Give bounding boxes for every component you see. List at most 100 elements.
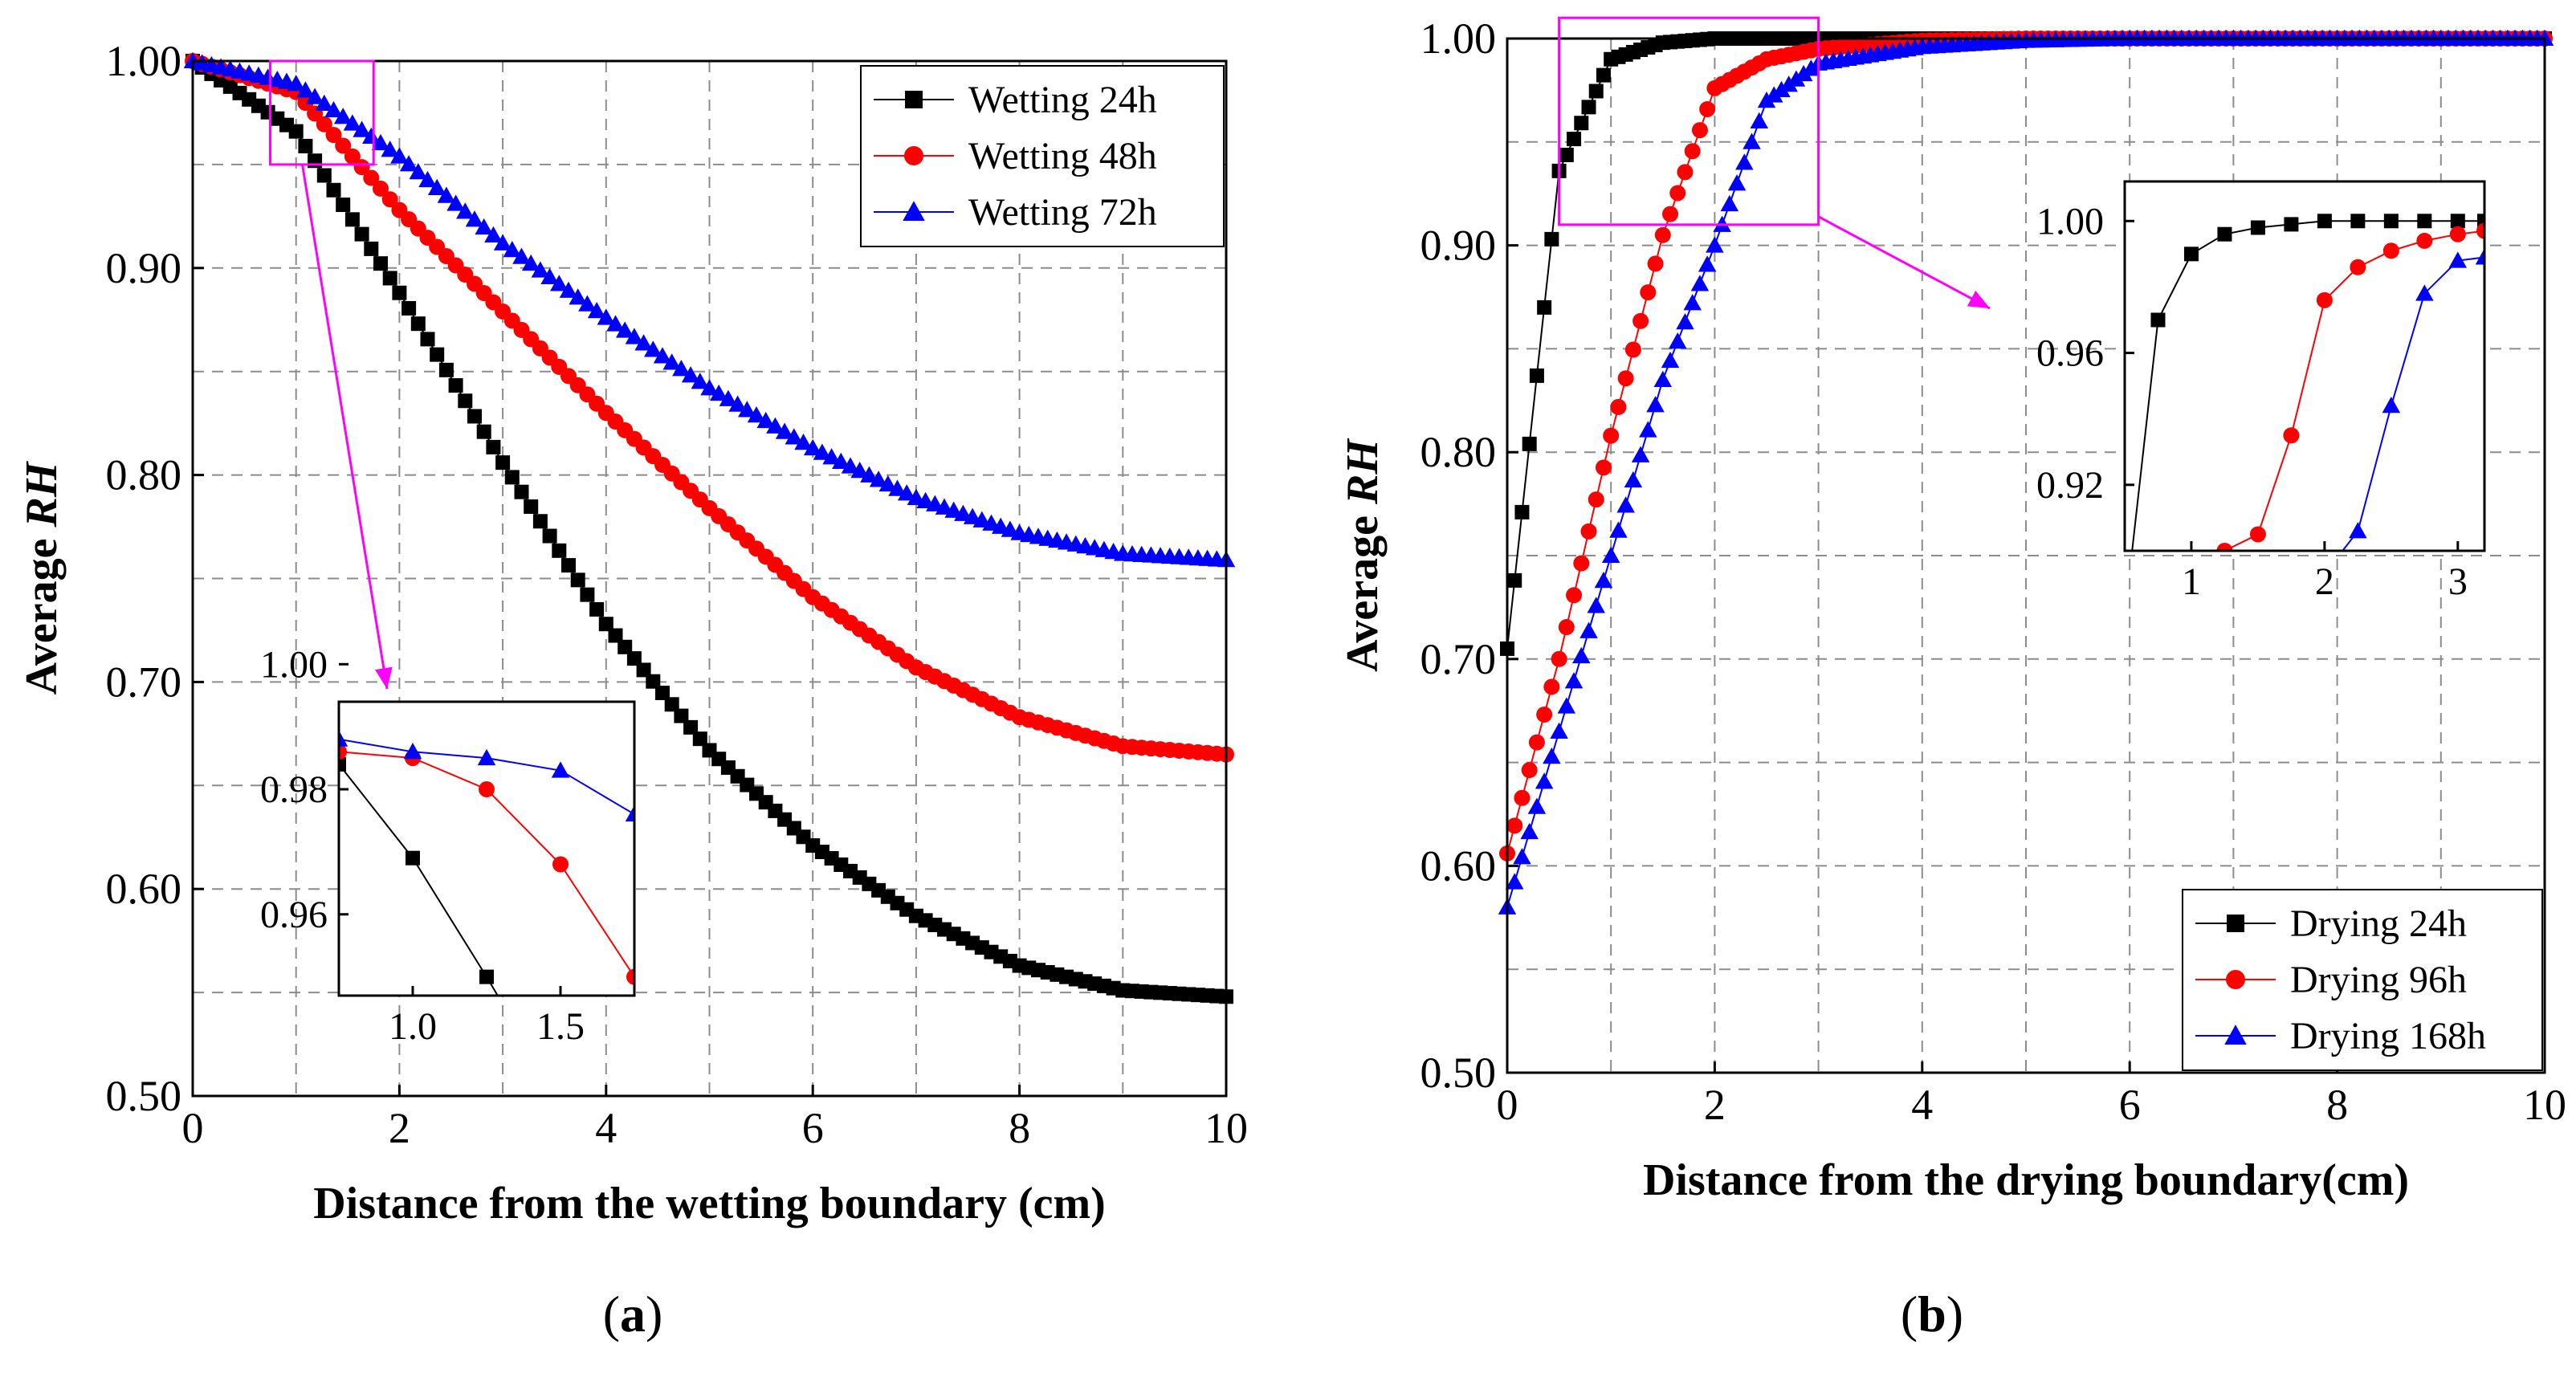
data-point xyxy=(888,479,907,496)
zoom-arrow-head xyxy=(1967,291,1990,308)
legend-label: Wetting 48h xyxy=(968,135,1157,177)
data-point xyxy=(1551,650,1567,667)
data-point xyxy=(335,137,352,154)
inset-x-tick-label: 3 xyxy=(2448,560,2468,603)
data-point xyxy=(427,178,446,195)
inset-data-point xyxy=(2249,674,2268,690)
data-point xyxy=(542,528,557,544)
data-point xyxy=(458,393,473,409)
data-point xyxy=(465,210,484,227)
panel-b-label: (b) xyxy=(1901,1285,1963,1342)
data-point xyxy=(1544,231,1559,246)
data-point xyxy=(626,651,642,666)
inset-series-line xyxy=(2342,256,2484,551)
legend-label: Wetting 72h xyxy=(968,191,1157,234)
data-point xyxy=(410,316,426,332)
inset-data-point xyxy=(2417,214,2432,229)
data-point xyxy=(1653,370,1673,388)
inset-data-point xyxy=(2217,226,2232,242)
data-point xyxy=(1669,332,1687,349)
data-point xyxy=(373,256,388,271)
data-point xyxy=(569,288,587,305)
data-point xyxy=(1720,194,1739,212)
data-point xyxy=(700,379,719,396)
y-axis-title: Average RH xyxy=(17,461,67,695)
data-point xyxy=(756,411,775,429)
inset-background xyxy=(339,702,634,996)
legend-marker xyxy=(2227,915,2244,932)
data-point xyxy=(305,88,324,104)
data-point xyxy=(1595,459,1612,476)
data-point xyxy=(1662,206,1679,222)
data-point xyxy=(615,321,634,338)
data-point xyxy=(418,170,437,188)
legend-label: Wetting 24h xyxy=(968,79,1157,121)
inset-data-point xyxy=(2350,214,2366,229)
data-point xyxy=(674,708,689,723)
data-point xyxy=(1543,747,1561,764)
y-tick-label: 0.60 xyxy=(106,865,182,913)
data-point xyxy=(644,340,662,357)
inset-data-point xyxy=(2416,232,2433,249)
inset-data-point xyxy=(403,743,422,760)
data-point xyxy=(618,639,633,654)
data-point xyxy=(401,300,417,316)
plot-frame xyxy=(191,59,1228,1098)
data-point xyxy=(1559,147,1574,162)
data-point xyxy=(1698,255,1717,272)
data-point xyxy=(446,194,465,211)
x-tick-label: 2 xyxy=(389,1104,410,1152)
inset-data-point xyxy=(2150,840,2166,856)
data-point xyxy=(392,285,407,300)
data-point xyxy=(382,271,397,286)
inset-data-point xyxy=(2149,1004,2167,1020)
zoom-box xyxy=(1558,16,1820,226)
data-point xyxy=(692,731,707,747)
data-point xyxy=(719,389,738,406)
data-point xyxy=(504,470,520,485)
data-point xyxy=(1579,621,1598,638)
inset-data-point xyxy=(339,756,346,772)
data-point xyxy=(1683,294,1702,311)
data-point xyxy=(524,499,539,514)
inset-x-tick-label: 1.0 xyxy=(389,1005,437,1048)
data-point xyxy=(1617,370,1634,387)
data-point xyxy=(409,163,428,180)
data-point xyxy=(1677,164,1694,181)
inset-y-tick-label: 0.96 xyxy=(2036,332,2104,375)
data-point xyxy=(794,434,813,450)
data-point xyxy=(503,241,522,258)
data-point xyxy=(662,353,681,370)
data-point xyxy=(578,295,597,312)
y-tick-label: 1.00 xyxy=(1420,14,1497,63)
data-point xyxy=(1581,100,1596,115)
data-point xyxy=(325,127,342,144)
inset-data-point xyxy=(2382,242,2399,259)
zoom-box xyxy=(269,59,375,166)
data-point xyxy=(476,424,491,439)
data-point xyxy=(1550,722,1568,739)
y-axis-title-italic: RH xyxy=(1338,438,1388,505)
data-point xyxy=(1750,112,1769,129)
data-point xyxy=(1572,646,1591,664)
legend: Wetting 24h Wetting 48h Wetting 72h xyxy=(860,65,1225,247)
data-point xyxy=(540,267,559,285)
y-tick-label: 0.50 xyxy=(1420,1049,1497,1097)
inset-data-point xyxy=(2283,427,2300,444)
data-point xyxy=(1654,226,1671,243)
data-point xyxy=(1631,446,1650,462)
data-point xyxy=(1505,873,1524,890)
inset-frame xyxy=(2123,180,2486,552)
data-point xyxy=(850,461,869,479)
data-point xyxy=(691,373,710,389)
data-point xyxy=(841,457,860,474)
data-point xyxy=(1632,312,1649,329)
data-point xyxy=(420,332,435,347)
x-axis-title: Distance from the drying boundary(cm) xyxy=(1643,1155,2409,1205)
data-point xyxy=(1690,275,1710,291)
inset-data-point xyxy=(625,805,634,822)
data-point xyxy=(598,617,613,632)
y-tick-label: 0.60 xyxy=(1420,841,1497,890)
inset-chart: 1.0 1.5 0.96 0.98 1.00 xyxy=(260,643,636,1048)
data-point xyxy=(1580,523,1597,540)
